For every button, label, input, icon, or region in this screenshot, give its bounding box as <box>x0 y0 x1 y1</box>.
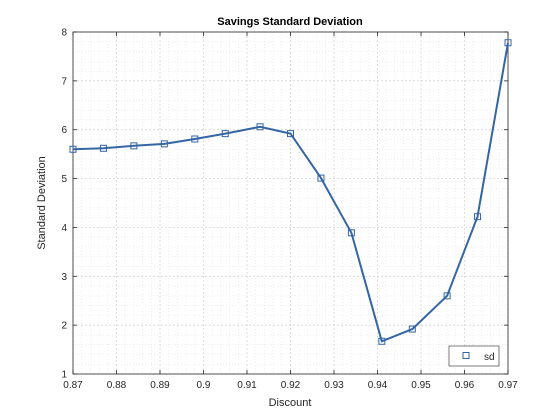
x-tick-label: 0.91 <box>237 380 257 391</box>
series-line <box>72 42 509 343</box>
data-point-marker <box>221 130 229 138</box>
x-tick-label: 0.9 <box>197 380 211 391</box>
x-axis-label: Discount <box>269 397 312 409</box>
major-grid <box>72 31 509 375</box>
data-point-marker <box>256 123 264 131</box>
data-point-marker <box>408 325 416 333</box>
data-point-marker <box>317 174 325 182</box>
x-tick-label: 0.87 <box>63 380 83 391</box>
legend: sd <box>448 345 500 367</box>
data-point-marker <box>504 39 512 47</box>
data-point-marker <box>69 145 77 153</box>
data-point-marker <box>474 213 482 221</box>
y-axis-label: Standard Deviation <box>36 156 48 250</box>
y-tick-label: 5 <box>61 174 67 185</box>
y-axis-ticks: 1 2 3 4 5 6 7 8 <box>61 28 508 381</box>
x-tick-label: 0.94 <box>368 380 388 391</box>
x-tick-label: 0.93 <box>324 380 344 391</box>
data-point-marker <box>191 135 199 143</box>
x-tick-label: 0.88 <box>107 380 127 391</box>
y-tick-label: 1 <box>61 370 67 381</box>
legend-label: sd <box>484 352 495 363</box>
x-tick-label: 0.89 <box>150 380 170 391</box>
x-axis-ticks: 0.87 0.88 0.89 0.9 0.91 0.92 0.93 0.94 0.95 0.96 0… <box>63 32 518 391</box>
data-point-marker <box>347 229 355 237</box>
data-point-marker <box>378 337 386 345</box>
y-tick-label: 8 <box>61 28 67 39</box>
y-tick-label: 3 <box>61 272 67 283</box>
data-point-marker <box>130 142 138 150</box>
x-tick-label: 0.96 <box>455 380 475 391</box>
y-tick-label: 2 <box>61 321 67 332</box>
legend-box <box>448 345 500 367</box>
x-tick-label: 0.95 <box>411 380 431 391</box>
chart-title: Savings Standard Deviation <box>217 16 363 28</box>
minor-grid <box>73 32 508 374</box>
series-layer <box>69 39 512 345</box>
y-tick-label: 4 <box>61 223 67 234</box>
x-tick-label: 0.97 <box>498 380 518 391</box>
y-tick-label: 6 <box>61 125 67 136</box>
data-point-marker <box>160 140 168 148</box>
plot-area-frame <box>72 31 509 375</box>
data-point-marker <box>287 130 294 138</box>
y-tick-label: 7 <box>61 76 67 87</box>
data-point-marker <box>443 292 451 300</box>
x-tick-label: 0.92 <box>281 380 301 391</box>
data-point-marker <box>99 144 107 152</box>
legend-marker-square <box>462 352 470 359</box>
